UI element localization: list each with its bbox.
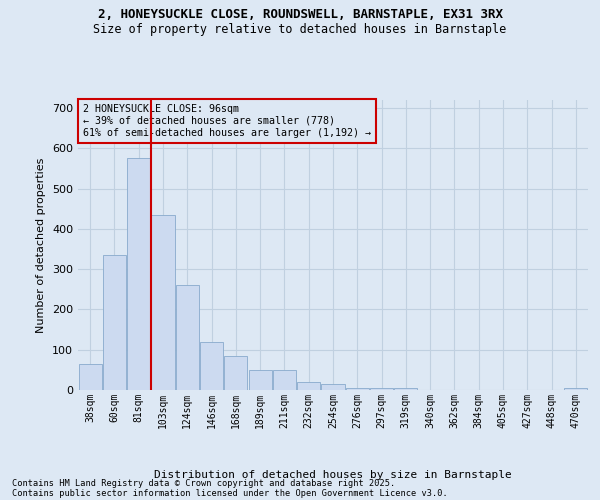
Text: Size of property relative to detached houses in Barnstaple: Size of property relative to detached ho… — [94, 22, 506, 36]
Bar — [127, 158, 150, 390]
Bar — [248, 370, 272, 390]
Bar — [346, 388, 369, 390]
Text: Contains public sector information licensed under the Open Government Licence v3: Contains public sector information licen… — [12, 488, 448, 498]
Bar — [151, 215, 175, 390]
Bar — [565, 388, 587, 390]
Bar — [103, 255, 126, 390]
Bar — [297, 382, 320, 390]
Text: 2 HONEYSUCKLE CLOSE: 96sqm
← 39% of detached houses are smaller (778)
61% of sem: 2 HONEYSUCKLE CLOSE: 96sqm ← 39% of deta… — [83, 104, 371, 138]
Bar — [273, 370, 296, 390]
Bar — [394, 388, 418, 390]
Bar — [176, 286, 199, 390]
Bar — [224, 356, 247, 390]
Y-axis label: Number of detached properties: Number of detached properties — [37, 158, 46, 332]
Bar — [79, 364, 101, 390]
Text: 2, HONEYSUCKLE CLOSE, ROUNDSWELL, BARNSTAPLE, EX31 3RX: 2, HONEYSUCKLE CLOSE, ROUNDSWELL, BARNST… — [97, 8, 503, 20]
Bar — [200, 342, 223, 390]
Bar — [370, 388, 393, 390]
Text: Contains HM Land Registry data © Crown copyright and database right 2025.: Contains HM Land Registry data © Crown c… — [12, 478, 395, 488]
Text: Distribution of detached houses by size in Barnstaple: Distribution of detached houses by size … — [154, 470, 512, 480]
Bar — [322, 384, 344, 390]
